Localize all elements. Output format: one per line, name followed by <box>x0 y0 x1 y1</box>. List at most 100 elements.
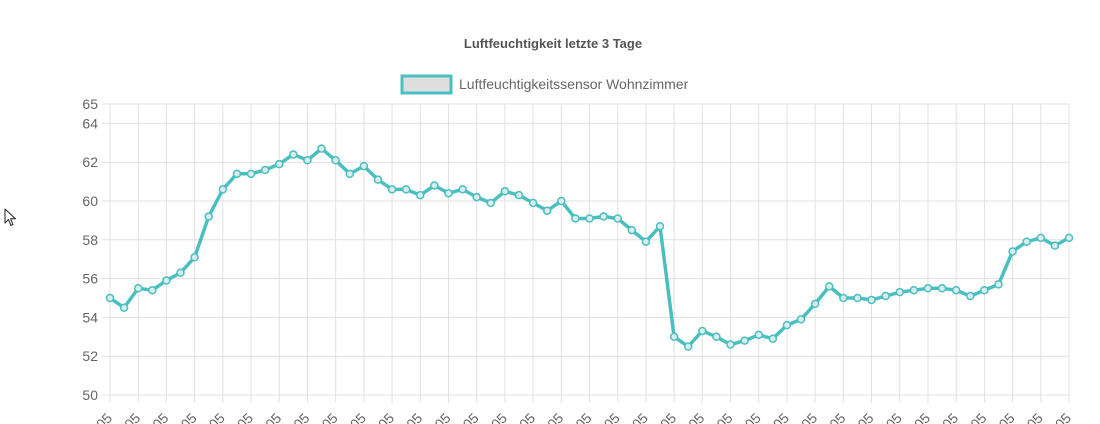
data-point[interactable] <box>698 326 707 336</box>
data-point[interactable] <box>246 169 256 179</box>
data-point[interactable] <box>359 161 369 171</box>
data-point[interactable] <box>669 332 679 342</box>
grid <box>102 103 1070 403</box>
data-point[interactable] <box>430 181 439 190</box>
x-tick-label: 05 <box>911 410 933 424</box>
data-point[interactable] <box>557 196 566 206</box>
x-tick-label: 05 <box>1052 410 1074 424</box>
data-point[interactable] <box>881 291 890 301</box>
data-point[interactable] <box>585 214 594 223</box>
x-tick-label: 05 <box>995 410 1017 424</box>
data-point[interactable] <box>571 214 580 223</box>
x-tick-label: 05 <box>459 410 481 424</box>
data-point[interactable] <box>853 293 862 303</box>
y-axis: 50 52 54 56 58 60 62 64 65 <box>82 96 98 403</box>
legend-swatch[interactable] <box>400 74 453 95</box>
x-tick-label: 05 <box>516 410 538 424</box>
data-point[interactable] <box>712 332 721 342</box>
data-point[interactable] <box>232 169 242 179</box>
data-point[interactable] <box>867 295 876 305</box>
y-tick-label: 52 <box>82 348 98 364</box>
y-tick-label: 65 <box>82 96 98 112</box>
data-point[interactable] <box>373 175 383 184</box>
x-tick-label: 05 <box>488 410 510 424</box>
data-point[interactable] <box>768 334 778 343</box>
data-point[interactable] <box>472 192 481 202</box>
y-tick-label: 50 <box>82 387 98 403</box>
x-tick-label: 05 <box>629 410 651 424</box>
data-point[interactable] <box>895 287 905 297</box>
data-point[interactable] <box>966 291 975 301</box>
data-point[interactable] <box>458 185 467 194</box>
data-point[interactable] <box>683 342 693 351</box>
x-tick-label: 05 <box>967 410 989 424</box>
y-tick-label: 60 <box>82 193 98 209</box>
x-tick-label: 05 <box>572 410 594 424</box>
x-tick-label: 05 <box>544 410 566 424</box>
data-point[interactable] <box>754 330 763 340</box>
data-point[interactable] <box>1008 247 1017 256</box>
x-tick-label: 05 <box>742 410 764 424</box>
data-point[interactable] <box>542 206 552 215</box>
data-point[interactable] <box>162 276 171 285</box>
data-point[interactable] <box>641 237 651 246</box>
data-point[interactable] <box>528 198 538 208</box>
x-tick-label: 05 <box>347 410 369 424</box>
x-tick-label: 05 <box>600 410 622 424</box>
data-point[interactable] <box>190 253 199 262</box>
data-point[interactable] <box>387 185 397 194</box>
data-point[interactable] <box>218 185 228 194</box>
data-point[interactable] <box>133 284 143 293</box>
legend[interactable]: Luftfeuchtigkeitssensor Wohnzimmer <box>400 74 689 95</box>
data-point[interactable] <box>599 212 608 221</box>
data-point[interactable] <box>796 315 806 324</box>
data-point[interactable] <box>401 185 411 194</box>
data-point[interactable] <box>1022 237 1031 246</box>
data-point[interactable] <box>317 144 326 153</box>
data-point[interactable] <box>909 285 919 295</box>
x-tick-label: 05 <box>431 410 453 424</box>
x-tick-label: 05 <box>713 410 735 424</box>
data-point[interactable] <box>176 268 185 278</box>
data-point[interactable] <box>514 190 524 200</box>
data-point[interactable] <box>289 150 298 159</box>
data-point[interactable] <box>951 285 961 295</box>
data-point[interactable] <box>204 212 213 221</box>
y-tick-label: 54 <box>82 309 98 325</box>
data-point[interactable] <box>486 198 496 208</box>
x-tick-label: 05 <box>318 410 340 424</box>
data-point[interactable] <box>655 221 665 231</box>
data-point[interactable] <box>613 214 622 223</box>
x-tick-label: 05 <box>93 410 115 424</box>
data-point[interactable] <box>416 190 425 200</box>
data-point[interactable] <box>726 340 735 349</box>
data-point[interactable] <box>274 159 284 169</box>
data-point[interactable] <box>810 299 820 309</box>
x-tick-label: 05 <box>854 410 876 424</box>
data-point[interactable] <box>937 284 947 293</box>
x-tick-label: 05 <box>798 410 820 424</box>
data-point[interactable] <box>500 187 510 196</box>
data-point[interactable] <box>1050 241 1060 250</box>
legend-label[interactable]: Luftfeuchtigkeitssensor Wohnzimmer <box>459 76 689 92</box>
data-point[interactable] <box>994 280 1003 289</box>
data-point[interactable] <box>345 169 354 179</box>
data-point[interactable] <box>444 188 453 198</box>
data-point[interactable] <box>148 285 157 295</box>
data-point[interactable] <box>1036 233 1046 243</box>
data-point[interactable] <box>825 282 834 291</box>
x-tick-label: 05 <box>234 410 256 424</box>
data-point[interactable] <box>923 284 933 293</box>
data-point[interactable] <box>303 156 312 165</box>
data-point[interactable] <box>980 285 989 295</box>
data-point[interactable] <box>105 293 115 303</box>
data-point[interactable] <box>1064 233 1074 243</box>
data-point[interactable] <box>839 293 848 303</box>
data-point[interactable] <box>782 320 792 330</box>
data-point[interactable] <box>627 225 637 235</box>
data-point[interactable] <box>740 336 749 345</box>
data-point[interactable] <box>119 303 129 312</box>
data-point[interactable] <box>331 156 340 165</box>
y-tick-label: 58 <box>82 232 98 248</box>
data-point[interactable] <box>260 165 270 175</box>
